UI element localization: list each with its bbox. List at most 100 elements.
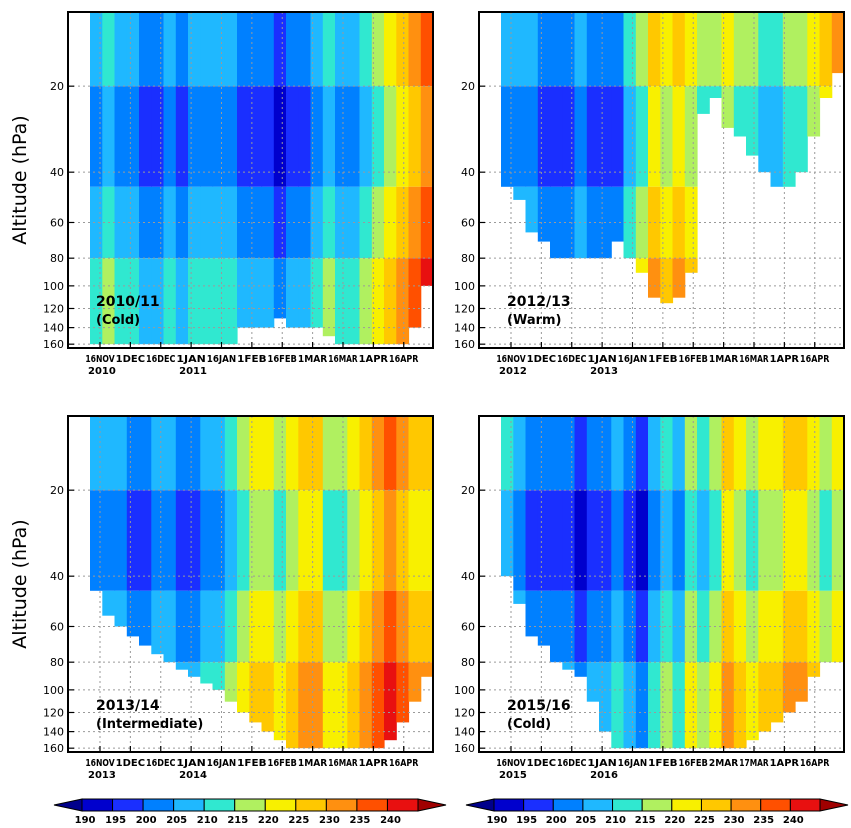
data-cell: [175, 416, 189, 491]
data-cell: [586, 12, 600, 87]
colorbar-label: 225: [694, 815, 715, 826]
data-cell: [831, 416, 844, 491]
colorbar-swatch: [730, 798, 762, 812]
data-cell: [151, 86, 165, 187]
data-cell: [795, 590, 808, 663]
colorbar-swatch: [760, 798, 791, 812]
colorbar-min-arrow: [465, 798, 495, 812]
data-cell: [335, 186, 348, 259]
data-cell: [746, 86, 759, 156]
y-tick-label: 120: [454, 706, 475, 719]
data-cell: [396, 258, 410, 345]
data-field: [90, 12, 433, 345]
data-cell: [384, 490, 397, 591]
data-cell: [396, 12, 410, 87]
plot-frame: [67, 11, 434, 349]
colorbar-label: 200: [546, 815, 567, 826]
data-cell: [709, 86, 723, 98]
colorbar-label: 240: [380, 815, 401, 826]
data-cell: [623, 662, 637, 749]
data-cell: [770, 490, 784, 591]
data-cell: [599, 662, 612, 732]
data-cell: [501, 416, 514, 491]
colorbar-swatch: [112, 798, 144, 812]
data-cell: [126, 12, 140, 87]
data-cell: [310, 258, 324, 328]
x-tick-label: 16JAN: [207, 758, 236, 769]
x-tick-label: 16JAN: [618, 758, 647, 769]
data-cell: [175, 12, 189, 87]
panel-sublabel: (Cold): [96, 313, 140, 328]
data-cell: [286, 258, 299, 328]
data-cell: [102, 258, 116, 345]
data-cell: [139, 416, 152, 491]
data-cell: [420, 490, 433, 591]
data-cell: [286, 12, 299, 87]
data-cell: [782, 416, 796, 491]
data-cell: [212, 662, 226, 690]
y-tick-label: 40: [461, 166, 475, 179]
y-tick-label: 80: [50, 252, 64, 265]
data-cell: [335, 416, 348, 491]
data-cell: [396, 416, 410, 491]
panel-label: 2013/14: [96, 698, 160, 714]
data-cell: [746, 416, 759, 491]
data-field: [90, 416, 433, 749]
data-cell: [635, 12, 649, 87]
data-cell: [684, 186, 698, 259]
colorbar-swatch: [386, 798, 419, 812]
data-cell: [648, 416, 661, 491]
data-cell: [298, 86, 312, 187]
y-tick-label: 60: [461, 216, 475, 229]
data-cell: [175, 186, 189, 259]
x-year-label: 2016: [590, 770, 618, 781]
data-cell: [249, 86, 263, 187]
data-cell: [660, 186, 674, 259]
data-cell: [648, 490, 661, 591]
data-cell: [114, 258, 128, 345]
y-axis-label-bottom: Altitude (hPa): [9, 519, 31, 648]
data-cell: [697, 416, 710, 491]
x-tick-label: 16APR: [389, 758, 419, 769]
data-cell: [102, 416, 116, 491]
data-cell: [396, 662, 410, 723]
data-cell: [611, 86, 625, 187]
data-cell: [550, 590, 563, 663]
data-cell: [758, 86, 772, 173]
data-cell: [807, 590, 821, 663]
data-cell: [126, 590, 140, 637]
x-tick-label: 16FEB: [268, 354, 297, 365]
x-tick-label: 16FEB: [268, 758, 297, 769]
data-cell: [139, 490, 152, 591]
x-tick-label: 16APR: [389, 354, 419, 365]
data-cell: [586, 590, 600, 663]
data-cell: [611, 12, 625, 87]
y-tick-label: 20: [50, 80, 64, 93]
data-cell: [635, 662, 649, 749]
x-tick-label: 1MAR: [298, 354, 328, 365]
data-cell: [298, 12, 312, 87]
colorbar-swatch: [582, 798, 614, 812]
x-tick-label: 16FEB: [679, 758, 708, 769]
y-tick-label: 160: [43, 742, 64, 755]
y-tick-label: 80: [461, 656, 475, 669]
data-cell: [420, 186, 433, 259]
data-cell: [586, 416, 600, 491]
data-cell: [249, 258, 263, 328]
data-cell: [635, 186, 649, 259]
colorbar-right: 190 195 200 205 210 215 220 225 230 235 240: [465, 798, 849, 826]
data-cell: [237, 490, 250, 591]
y-tick-label: 80: [461, 252, 475, 265]
x-tick-label: 16NOV: [496, 758, 526, 769]
x-tick-label: 16DEC: [557, 758, 586, 769]
data-cell: [420, 590, 433, 663]
data-cell: [550, 12, 563, 87]
data-cell: [408, 86, 422, 187]
data-cell: [188, 12, 201, 87]
x-tick-label: 1MAR: [709, 354, 739, 365]
y-tick-label: 80: [50, 656, 64, 669]
data-cell: [525, 186, 539, 233]
colorbar-min-arrow: [53, 798, 83, 812]
data-cell: [335, 590, 348, 663]
